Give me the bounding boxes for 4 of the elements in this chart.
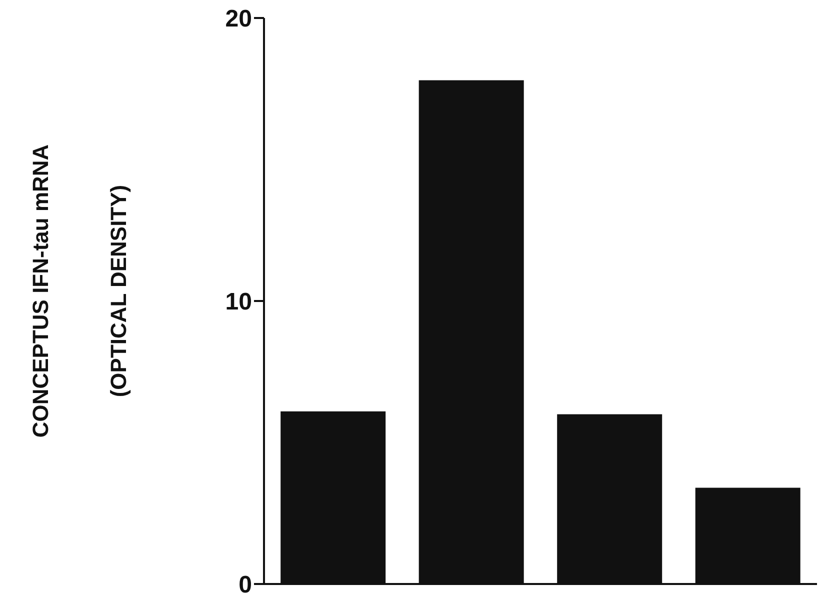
y-tick-label: 20 — [225, 6, 252, 33]
y-tick-label: 10 — [225, 288, 252, 316]
text: CONCEPTUS IFN-tau mRNA (OPTICAL DENSITY) — [28, 144, 131, 438]
y-tick-label: 0 — [238, 572, 252, 599]
